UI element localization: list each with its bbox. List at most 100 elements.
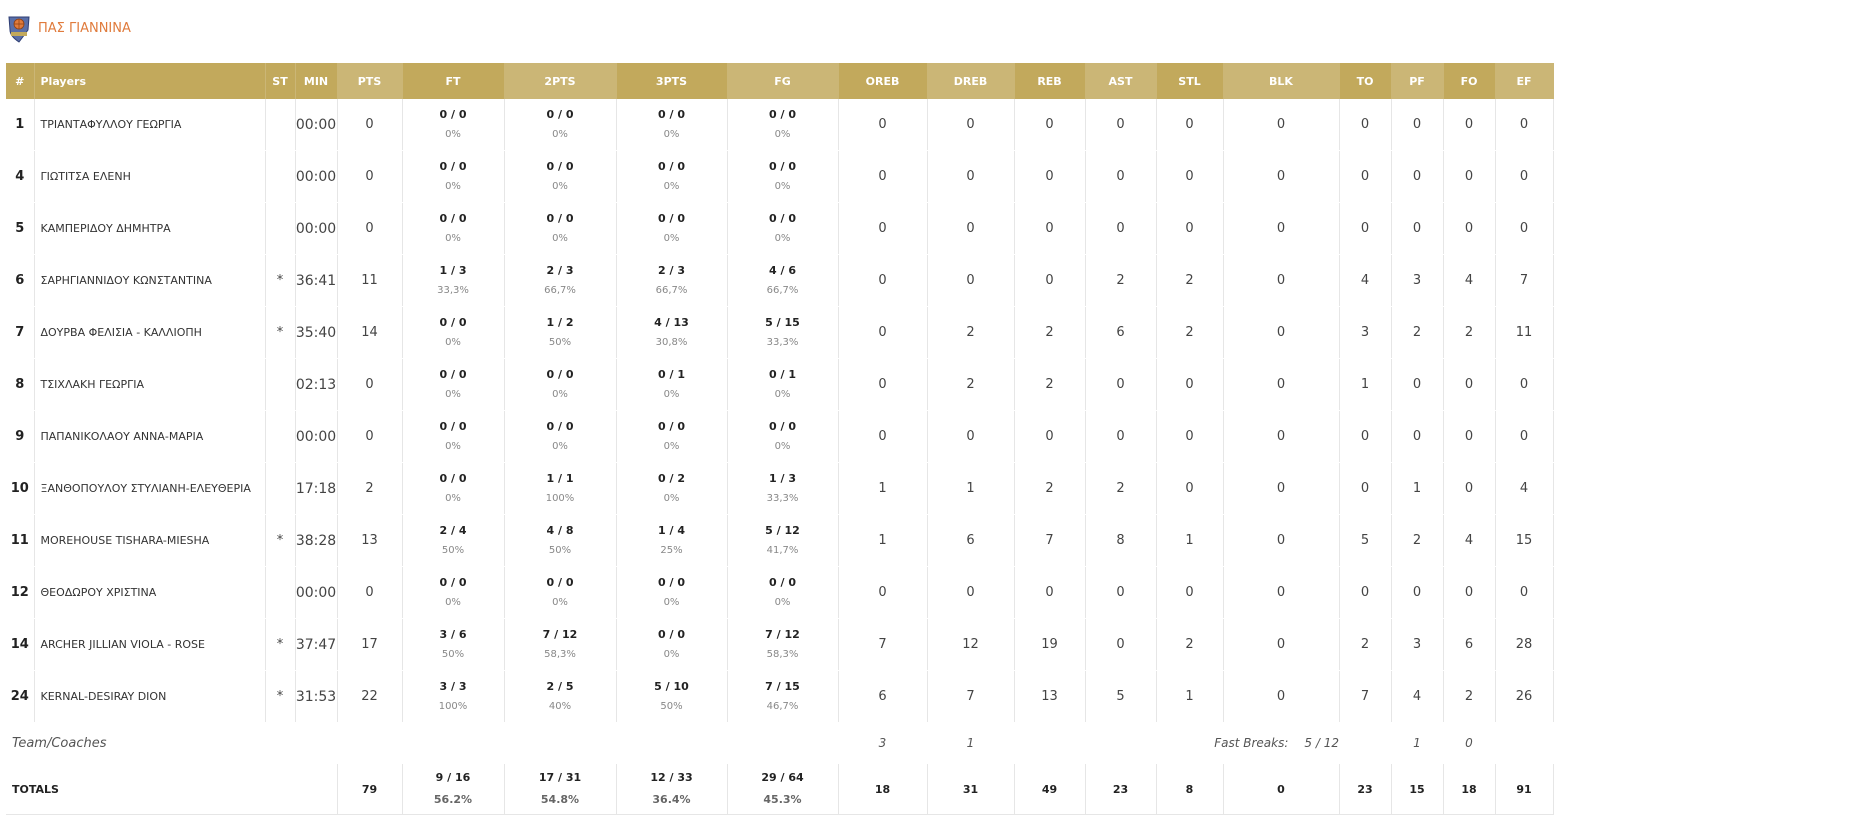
col-header-ef[interactable]: EF — [1495, 63, 1554, 99]
player-name[interactable]: ΔΟΥΡΒΑ ΦΕΛΙΣΙΑ - ΚΑΛΛΙΟΠΗ — [34, 306, 266, 359]
player-ef: 0 — [1495, 410, 1554, 463]
shots-made-attempted: 2 / 3 — [546, 263, 574, 277]
player-blk: 0 — [1223, 254, 1340, 307]
totals-ef: 91 — [1495, 763, 1554, 815]
player-ast: 6 — [1085, 306, 1157, 359]
col-header-3pts[interactable]: 3PTS — [616, 63, 728, 99]
col-header-players[interactable]: Players — [34, 63, 266, 99]
player-pf: 0 — [1391, 150, 1444, 203]
player-dreb: 0 — [927, 410, 1015, 463]
shot-percentage: 0% — [445, 440, 461, 452]
shot-percentage: 0% — [445, 180, 461, 192]
col-header-pf[interactable]: PF — [1391, 63, 1444, 99]
shots-made-attempted: 3 / 3 — [439, 679, 467, 693]
player-pf: 0 — [1391, 202, 1444, 255]
player-name[interactable]: ΚΑΜΠΕΡΙΔΟΥ ΔΗΜΗΤΡΑ — [34, 202, 266, 255]
player-ef: 15 — [1495, 514, 1554, 567]
player-name[interactable]: ΤΡΙΑΝΤΑΦΥΛΛΟΥ ΓΕΩΡΓΙΑ — [34, 99, 266, 151]
player-name[interactable]: ΞΑΝΘΟΠΟΥΛΟΥ ΣΤΥΛΙΑΝΗ-ΕΛΕΥΘΕΡΙΑ — [34, 462, 266, 515]
box-score-table: # Players ST MIN PTS FT 2PTS 3PTS FG ORE… — [6, 63, 1870, 815]
col-header-fo[interactable]: FO — [1443, 63, 1496, 99]
player-stl: 0 — [1156, 566, 1224, 619]
player-number: 24 — [6, 670, 35, 723]
col-header-ft[interactable]: FT — [402, 63, 505, 99]
player-blk: 0 — [1223, 670, 1340, 723]
player-number: 12 — [6, 566, 35, 619]
shot-percentage: 50% — [548, 544, 572, 556]
player-number: 8 — [6, 358, 35, 411]
player-name[interactable]: ΘΕΟΔΩΡΟΥ ΧΡΙΣΤΙΝΑ — [34, 566, 266, 619]
shot-percentage: 0% — [774, 388, 791, 400]
player-pf: 2 — [1391, 306, 1444, 359]
player-pf: 3 — [1391, 254, 1444, 307]
col-header-2pts[interactable]: 2PTS — [504, 63, 617, 99]
player-stl: 0 — [1156, 410, 1224, 463]
player-2pts: 2 / 3 66,7% — [504, 254, 617, 307]
shot-percentage: 0% — [445, 232, 461, 244]
col-header-oreb[interactable]: OREB — [838, 63, 928, 99]
totals-label: TOTALS — [6, 763, 338, 815]
player-number: 6 — [6, 254, 35, 307]
totals-dreb: 31 — [927, 763, 1015, 815]
shots-made-attempted: 0 / 0 — [439, 367, 467, 381]
player-to: 0 — [1339, 202, 1392, 255]
player-row: 1 ΤΡΙΑΝΤΑΦΥΛΛΟΥ ΓΕΩΡΓΙΑ 00:00 0 0 / 0 0% 0 / 0… — [6, 99, 1870, 151]
col-header-pts[interactable]: PTS — [337, 63, 403, 99]
shots-made-attempted: 0 / 0 — [439, 107, 467, 121]
player-dreb: 0 — [927, 566, 1015, 619]
team-to: 1 — [1391, 722, 1443, 764]
player-stl: 0 — [1156, 462, 1224, 515]
player-starter — [265, 358, 296, 411]
shots-made-attempted: 0 / 1 — [769, 367, 796, 381]
player-pf: 3 — [1391, 618, 1444, 671]
player-fo: 4 — [1443, 514, 1496, 567]
col-header-fg[interactable]: FG — [727, 63, 839, 99]
player-ast: 0 — [1085, 566, 1157, 619]
player-ft: 1 / 3 33,3% — [402, 254, 505, 307]
player-starter — [265, 410, 296, 463]
table-header-row: # Players ST MIN PTS FT 2PTS 3PTS FG ORE… — [6, 63, 1870, 99]
player-name[interactable]: ARCHER JILLIAN VIOLA - ROSE — [34, 618, 266, 671]
shot-percentage: 66,7% — [766, 284, 799, 296]
col-header-ast[interactable]: AST — [1085, 63, 1157, 99]
player-name[interactable]: ΤΣΙΧΛΑΚΗ ΓΕΩΡΓΙΑ — [34, 358, 266, 411]
col-header-blk[interactable]: BLK — [1223, 63, 1340, 99]
player-reb: 2 — [1014, 462, 1086, 515]
player-name[interactable]: ΣΑΡΗΓΙΑΝΝΙΔΟΥ ΚΩΝΣΤΑΝΤΙΝΑ — [34, 254, 266, 307]
col-header-stl[interactable]: STL — [1156, 63, 1224, 99]
col-header-min[interactable]: MIN — [295, 63, 338, 99]
col-header-reb[interactable]: REB — [1014, 63, 1086, 99]
col-header-number[interactable]: # — [6, 63, 35, 99]
player-ft: 3 / 6 50% — [402, 618, 505, 671]
col-header-st[interactable]: ST — [265, 63, 296, 99]
player-stl: 2 — [1156, 618, 1224, 671]
player-3pts: 0 / 1 0% — [616, 358, 728, 411]
player-fg: 0 / 0 0% — [727, 99, 839, 151]
shots-made-attempted: 0 / 0 — [769, 107, 796, 121]
player-reb: 0 — [1014, 150, 1086, 203]
player-name[interactable]: ΓΙΩΤΙΤΣΑ ΕΛΕΝΗ — [34, 150, 266, 203]
player-reb: 2 — [1014, 306, 1086, 359]
player-to: 0 — [1339, 566, 1392, 619]
player-ft: 0 / 0 0% — [402, 150, 505, 203]
player-reb: 13 — [1014, 670, 1086, 723]
shots-made-attempted: 4 / 13 — [654, 315, 689, 329]
player-points: 14 — [337, 306, 403, 359]
player-to: 0 — [1339, 150, 1392, 203]
col-header-to[interactable]: TO — [1339, 63, 1392, 99]
shot-percentage: 0% — [774, 440, 791, 452]
col-header-dreb[interactable]: DREB — [927, 63, 1015, 99]
player-ft: 0 / 0 0% — [402, 566, 505, 619]
player-name[interactable]: KERNAL-DESIRAY DION — [34, 670, 266, 723]
player-3pts: 5 / 10 50% — [616, 670, 728, 723]
player-name[interactable]: MOREHOUSE TISHARA-MIESHA — [34, 514, 266, 567]
shots-made-attempted: 0 / 0 — [769, 419, 796, 433]
shot-percentage: 41,7% — [766, 544, 799, 556]
player-3pts: 4 / 13 30,8% — [616, 306, 728, 359]
shot-percentage: 0% — [552, 440, 568, 452]
player-ft: 0 / 0 0% — [402, 202, 505, 255]
player-pf: 0 — [1391, 358, 1444, 411]
team-name[interactable]: ΠΑΣ ΓΙΑΝΝΙΝΑ — [38, 20, 131, 36]
player-name[interactable]: ΠΑΠΑΝΙΚΟΛΑΟΥ ΑΝΝΑ-ΜΑΡΙΑ — [34, 410, 266, 463]
player-fg: 1 / 3 33,3% — [727, 462, 839, 515]
